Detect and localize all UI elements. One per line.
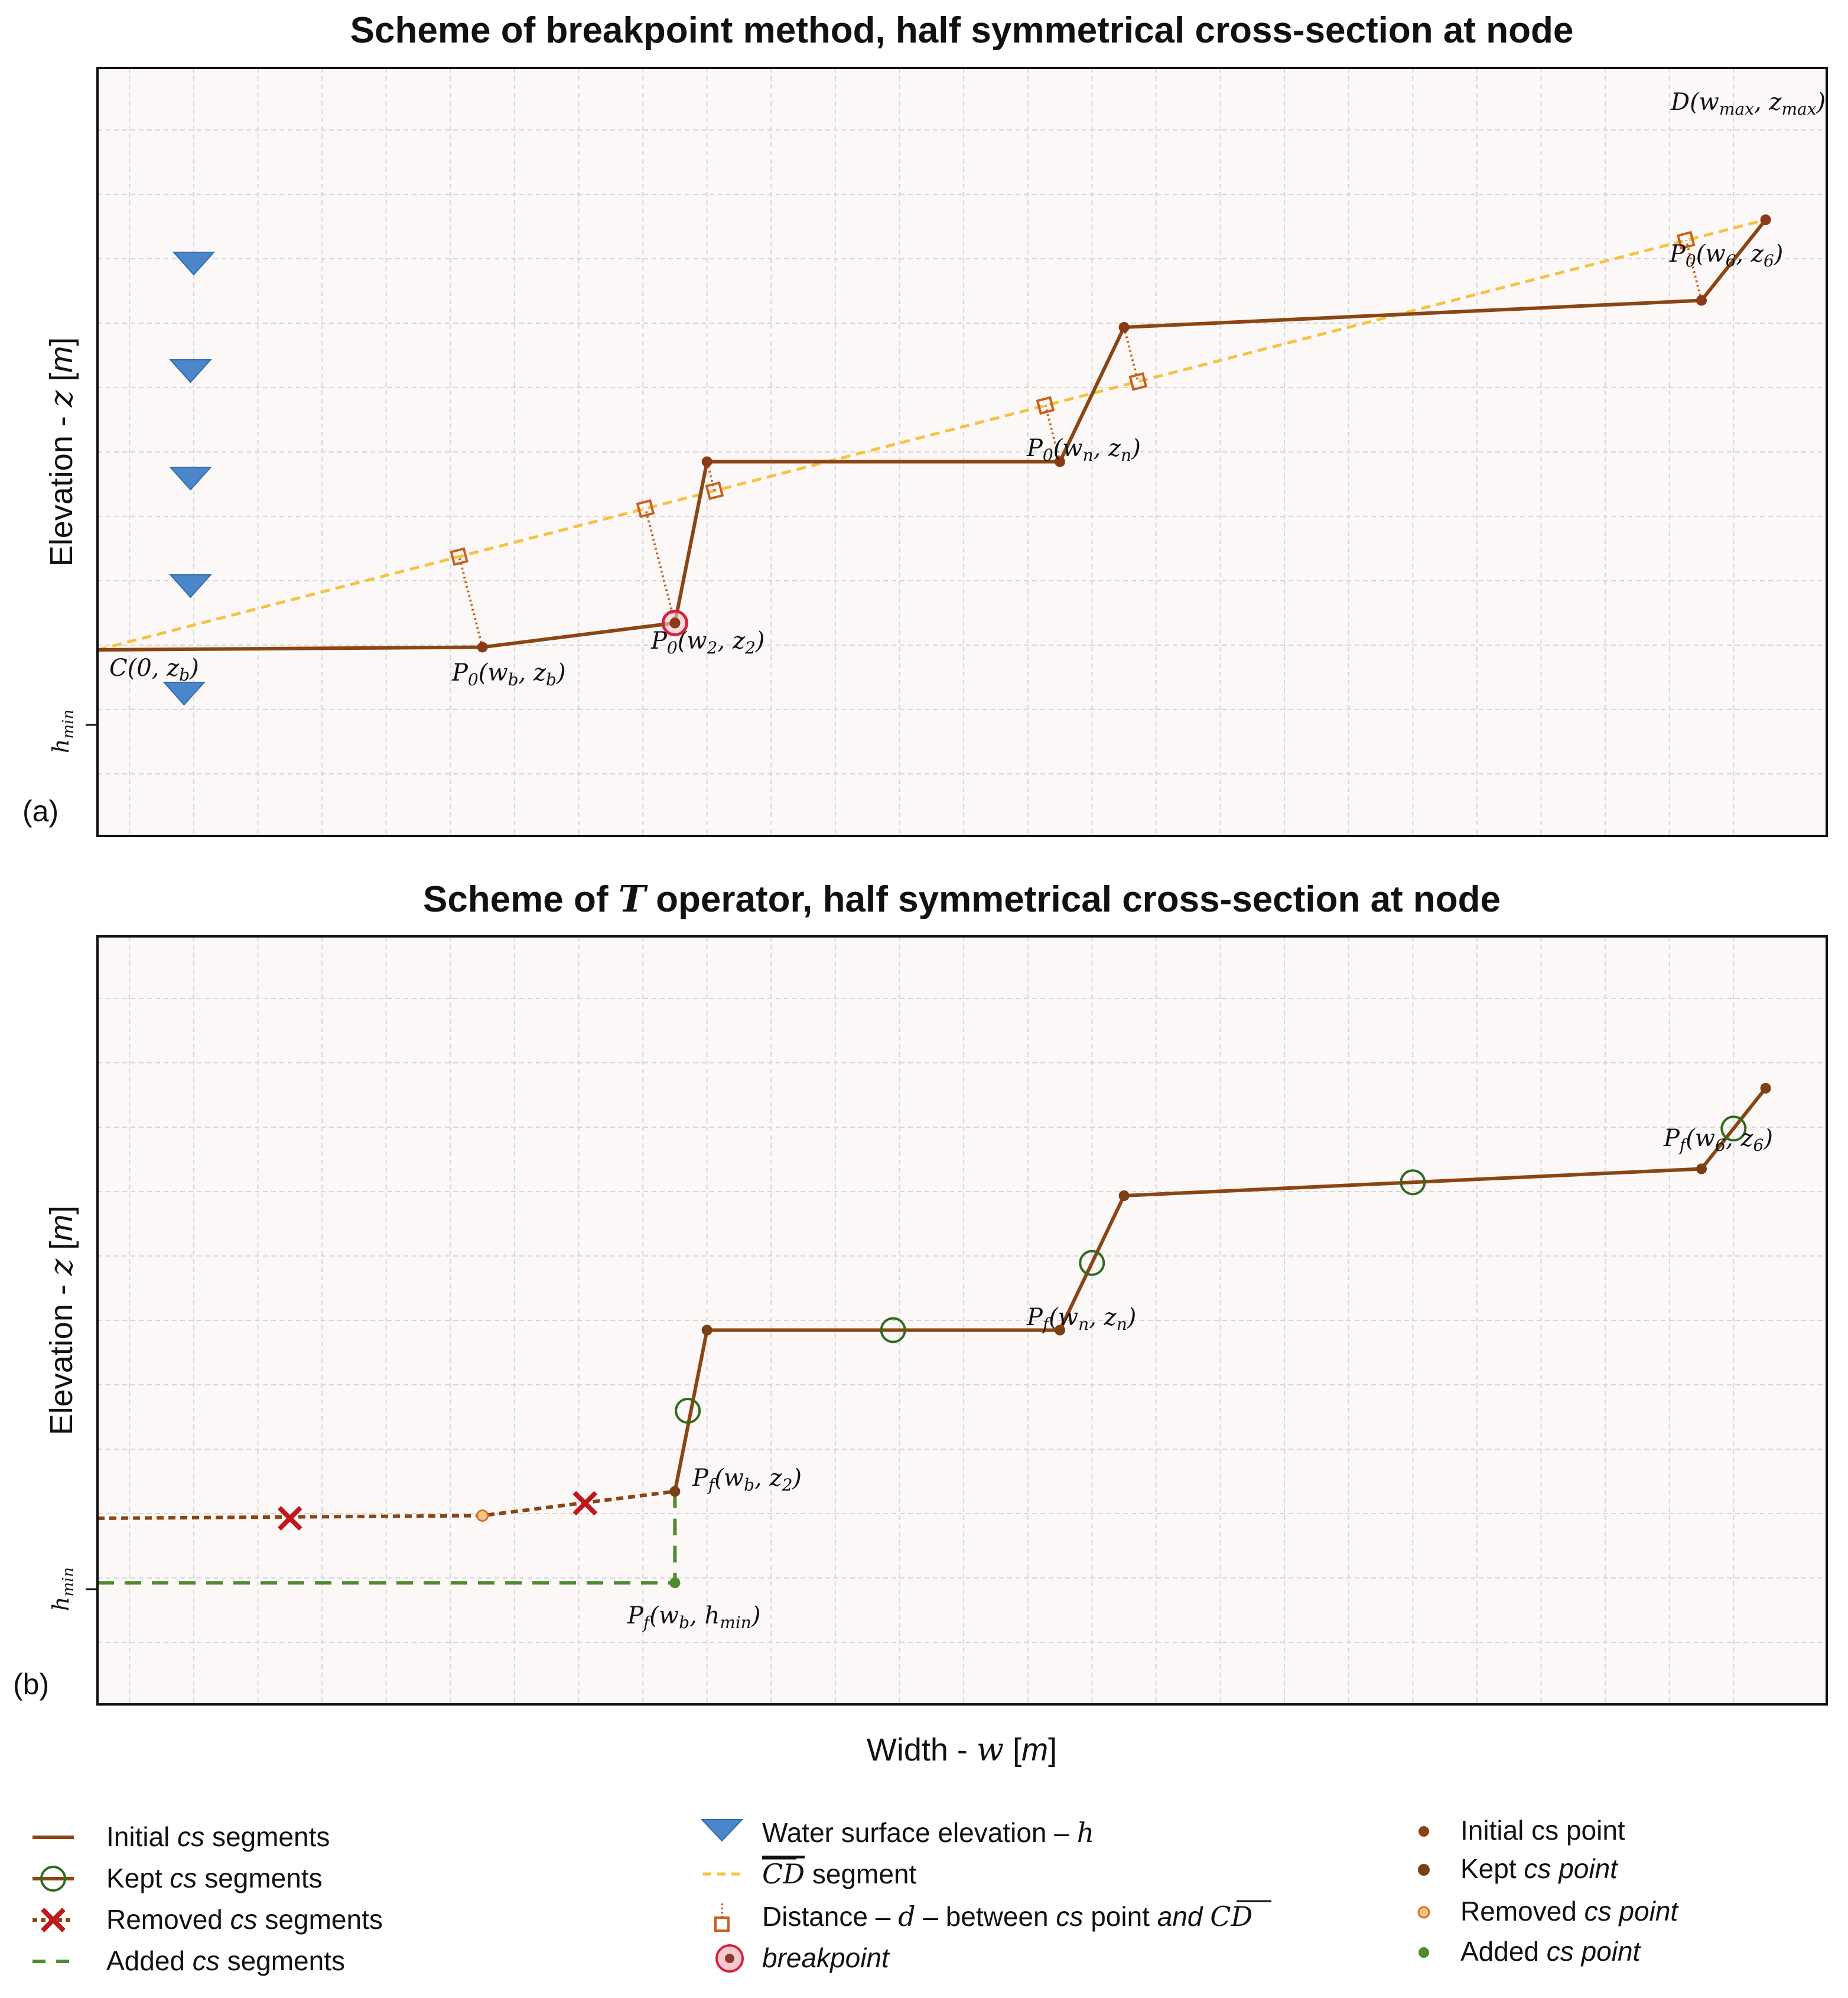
legend-distance-label: Distance – d – between cs point and CD: [762, 1901, 1252, 1932]
panel-a-ylabel: Elevation - z [m]: [43, 337, 80, 567]
distance-square-marker: [705, 481, 724, 500]
panel-a-label: (a): [22, 795, 58, 828]
kept-cs-point: [1118, 1190, 1130, 1201]
kept-segment-circle-marker: [1400, 1169, 1426, 1196]
legend-water-triangle-icon: [700, 1819, 744, 1842]
distance-line: [1044, 405, 1061, 462]
panel-a-lines: [97, 214, 1771, 706]
kept-segment-circle-marker: [1720, 1115, 1747, 1142]
legend-added-pt-dot: [1418, 1947, 1429, 1958]
legend-kept-seg-label: Kept cs segments: [106, 1863, 323, 1893]
legend-cd-label: CD segment: [762, 1858, 917, 1890]
label-pf-wb-hmin: Pf(wb, hmin): [627, 1602, 760, 1632]
legend-kept-seg-circle-icon: [40, 1866, 66, 1892]
kept-segment-circle-marker: [1079, 1249, 1105, 1276]
kept-cs-point: [1055, 1325, 1065, 1336]
initial-cs-point: [701, 456, 712, 467]
panel-b-lines: [97, 1083, 1771, 1589]
panel-a-hmin-tick: hmin: [48, 710, 77, 753]
panel-a-grid: [97, 68, 1827, 836]
legend-kept-pt-dot: [1418, 1864, 1430, 1876]
distance-square-marker: [450, 547, 468, 567]
kept-cs-point: [669, 1486, 681, 1497]
removed-segment-x-marker: [277, 1506, 302, 1531]
legend-breakpoint-label: breakpoint: [762, 1942, 890, 1973]
kept-cs-segments-line: [673, 1087, 1767, 1492]
legend-removed-pt-dot: [1417, 1906, 1430, 1919]
cd-segment-line: [97, 218, 1766, 652]
initial-cs-point: [477, 642, 488, 653]
panel-b-frame: [96, 935, 1828, 1706]
panel-a-title: Scheme of breakpoint method, half symmet…: [350, 10, 1574, 51]
panel-b-title: Scheme of T operator, half symmetrical c…: [423, 877, 1501, 920]
panel-b-ylabel: Elevation - z [m]: [43, 1206, 80, 1436]
added-cs-point: [669, 1577, 681, 1589]
panel-a-frame: [96, 67, 1828, 837]
distance-line: [458, 556, 484, 647]
distance-square-marker: [1676, 230, 1696, 250]
legend-removed-seg-x-icon: [41, 1908, 66, 1932]
panel-b-grid: [97, 936, 1827, 1704]
legend-kept-pt-label: Kept cs point: [1460, 1853, 1619, 1884]
removed-segment-x-marker: [572, 1491, 598, 1516]
initial-cs-point: [1055, 456, 1065, 467]
legend-removed-pt-label: Removed cs point: [1460, 1896, 1679, 1927]
kept-cs-point: [1760, 1083, 1771, 1094]
initial-cs-point: [1760, 214, 1771, 225]
removed-cs-point: [476, 1509, 489, 1522]
water-surface-triangle-icon: [169, 574, 212, 598]
legend-removed-seg-label: Removed cs segments: [106, 1904, 383, 1935]
legend-breakpoint-core: [725, 1954, 734, 1963]
initial-cs-point: [1696, 295, 1707, 306]
legend-added-seg-label: Added cs segments: [106, 1945, 345, 1976]
distance-square-marker: [636, 499, 655, 518]
water-surface-triangle-icon: [169, 359, 212, 383]
legend-water-label: Water surface elevation – h: [762, 1817, 1094, 1849]
panel-b-hmin-tick: hmin: [48, 1567, 77, 1611]
distance-line: [1684, 240, 1703, 301]
legend-initial-pt-dot: [1418, 1826, 1429, 1837]
x-axis-label: Width - w [m]: [867, 1731, 1057, 1768]
distance-square-marker: [1128, 372, 1148, 391]
panel-b-label: (b): [13, 1668, 49, 1701]
water-surface-triangle-icon: [169, 467, 212, 491]
distance-line: [644, 508, 676, 623]
legend: Initial cs segments Kept cs segments Rem…: [32, 1815, 1679, 1976]
kept-cs-point: [701, 1325, 712, 1336]
breakpoint-core-point: [669, 617, 681, 629]
initial-cs-point: [1118, 322, 1130, 333]
kept-segment-circle-marker: [880, 1317, 906, 1343]
water-surface-triangle-icon: [162, 682, 206, 706]
kept-segment-circle-marker: [675, 1398, 701, 1424]
legend-distance-square-icon: [714, 1916, 730, 1932]
distance-square-marker: [1036, 396, 1055, 415]
legend-added-pt-label: Added cs point: [1460, 1936, 1642, 1967]
legend-initial-seg-label: Initial cs segments: [106, 1821, 330, 1852]
water-surface-triangle-icon: [172, 252, 216, 276]
kept-cs-point: [1696, 1163, 1707, 1174]
initial-cs-segments-line: [97, 219, 1767, 652]
legend-initial-pt-label: Initial cs point: [1460, 1815, 1625, 1846]
